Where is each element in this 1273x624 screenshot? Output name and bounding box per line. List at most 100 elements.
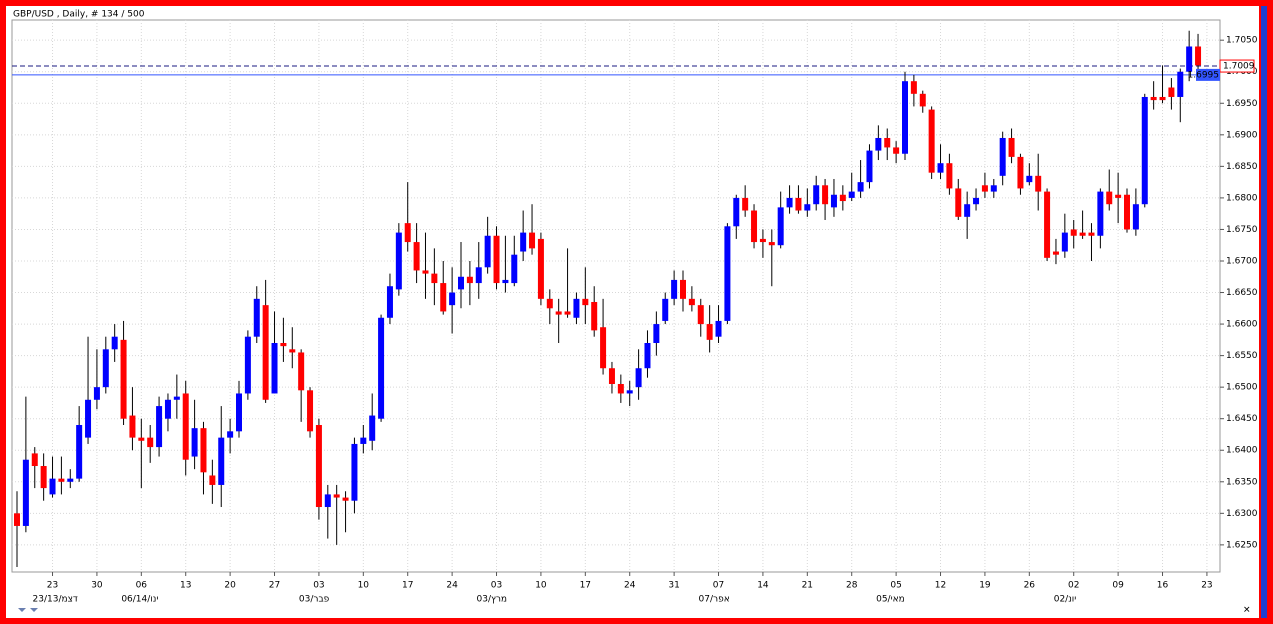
month-label: 07/אפר [699,595,730,605]
candle-body [378,317,385,419]
candle-body [14,513,20,526]
candle-body [999,137,1006,176]
candle-body [1168,87,1175,97]
candle-body [76,425,83,479]
candle-body [475,267,482,284]
candle-body [777,207,784,246]
candle-body [697,305,704,325]
candle-body [600,327,607,369]
candle-body [120,339,127,419]
x-tick-label: 31 [668,581,679,591]
candle-body [813,185,820,205]
candle-body [1150,96,1157,101]
month-label: 05/מאי [876,595,905,605]
candle-body [262,305,269,400]
candle-body [1044,191,1051,258]
candle-body [591,301,598,331]
y-tick-label: 1.6350 [1226,477,1258,487]
scroll-arrows[interactable] [18,608,38,612]
candle-body [653,324,660,343]
candle-body [1141,96,1148,205]
candle-body [484,235,491,268]
candle-body [1132,204,1139,230]
candle-body [209,475,216,485]
y-tick-label: 1.6400 [1226,446,1258,456]
candle-body [751,210,758,243]
x-tick-label: 10 [535,581,547,591]
x-tick-label: 13 [180,581,191,591]
candle-body [102,349,109,388]
candle-body [244,336,251,394]
candle-body [617,384,624,394]
x-tick-label: 03 [491,581,502,591]
candle-body [1115,194,1122,198]
candle-body [724,226,731,321]
x-tick-label: 10 [358,581,370,591]
candle-body [839,194,846,202]
candle-body [1008,137,1015,157]
y-tick-label: 1.6250 [1226,540,1258,550]
candle-body [573,298,580,318]
candle-body [493,235,500,284]
candle-body [1106,191,1113,205]
x-tick-label: 30 [91,581,103,591]
x-tick-label: 21 [802,581,813,591]
candle-body [1035,175,1042,192]
candle-body [315,425,322,508]
candle-body [688,298,695,306]
candle-body [795,197,802,211]
candle-body [289,349,296,353]
close-icon[interactable]: ✕ [1243,606,1251,616]
candle-body [440,283,447,312]
candle-body [502,279,509,284]
candle-body [342,497,349,501]
candle-body [1079,232,1086,236]
candle-body [848,191,855,198]
y-tick-label: 1.6800 [1226,193,1258,203]
candle-body [857,182,864,192]
candle-body [902,81,908,154]
candle-body [964,204,971,217]
candle-body [990,185,997,192]
candle-body [93,387,100,400]
y-tick-label: 1.6500 [1226,383,1258,393]
candle-body [138,437,145,441]
candle-body [1017,156,1024,189]
candle-body [742,197,749,211]
candle-body [1159,96,1166,101]
candle-body [1186,46,1193,72]
candle-body [191,428,198,457]
y-tick-label: 1.6300 [1226,509,1258,519]
side-bar [1261,6,1267,618]
candle-body [360,437,367,444]
candle-body [351,443,358,501]
level-label: 1.7009 [1223,62,1255,72]
month-label: 03/פבר [299,595,330,605]
candle-body [768,242,775,246]
level-label-box [1196,68,1220,81]
candle-body [946,163,953,189]
candle-body [662,298,669,321]
candle-body [413,242,420,271]
candle-body [164,399,171,419]
x-tick-label: 03 [313,581,324,591]
candle-body [182,393,189,460]
candle-body [635,368,642,388]
candle-body [324,494,331,508]
candle-body [804,204,811,211]
x-tick-label: 06 [136,581,148,591]
candle-body [395,232,402,290]
candle-body [786,197,793,208]
candle-body [253,298,260,337]
candle-body [973,197,980,205]
candle-body [1070,229,1077,236]
y-tick-label: 1.7050 [1226,36,1258,46]
candle-body [626,390,633,394]
candle-body [733,197,740,227]
x-tick-label: 27 [269,581,280,591]
y-tick-label: 1.6700 [1226,256,1258,266]
candle-body [893,147,900,154]
y-tick-label: 1.6900 [1226,130,1258,140]
candle-body [156,406,163,448]
candle-body [875,137,882,151]
